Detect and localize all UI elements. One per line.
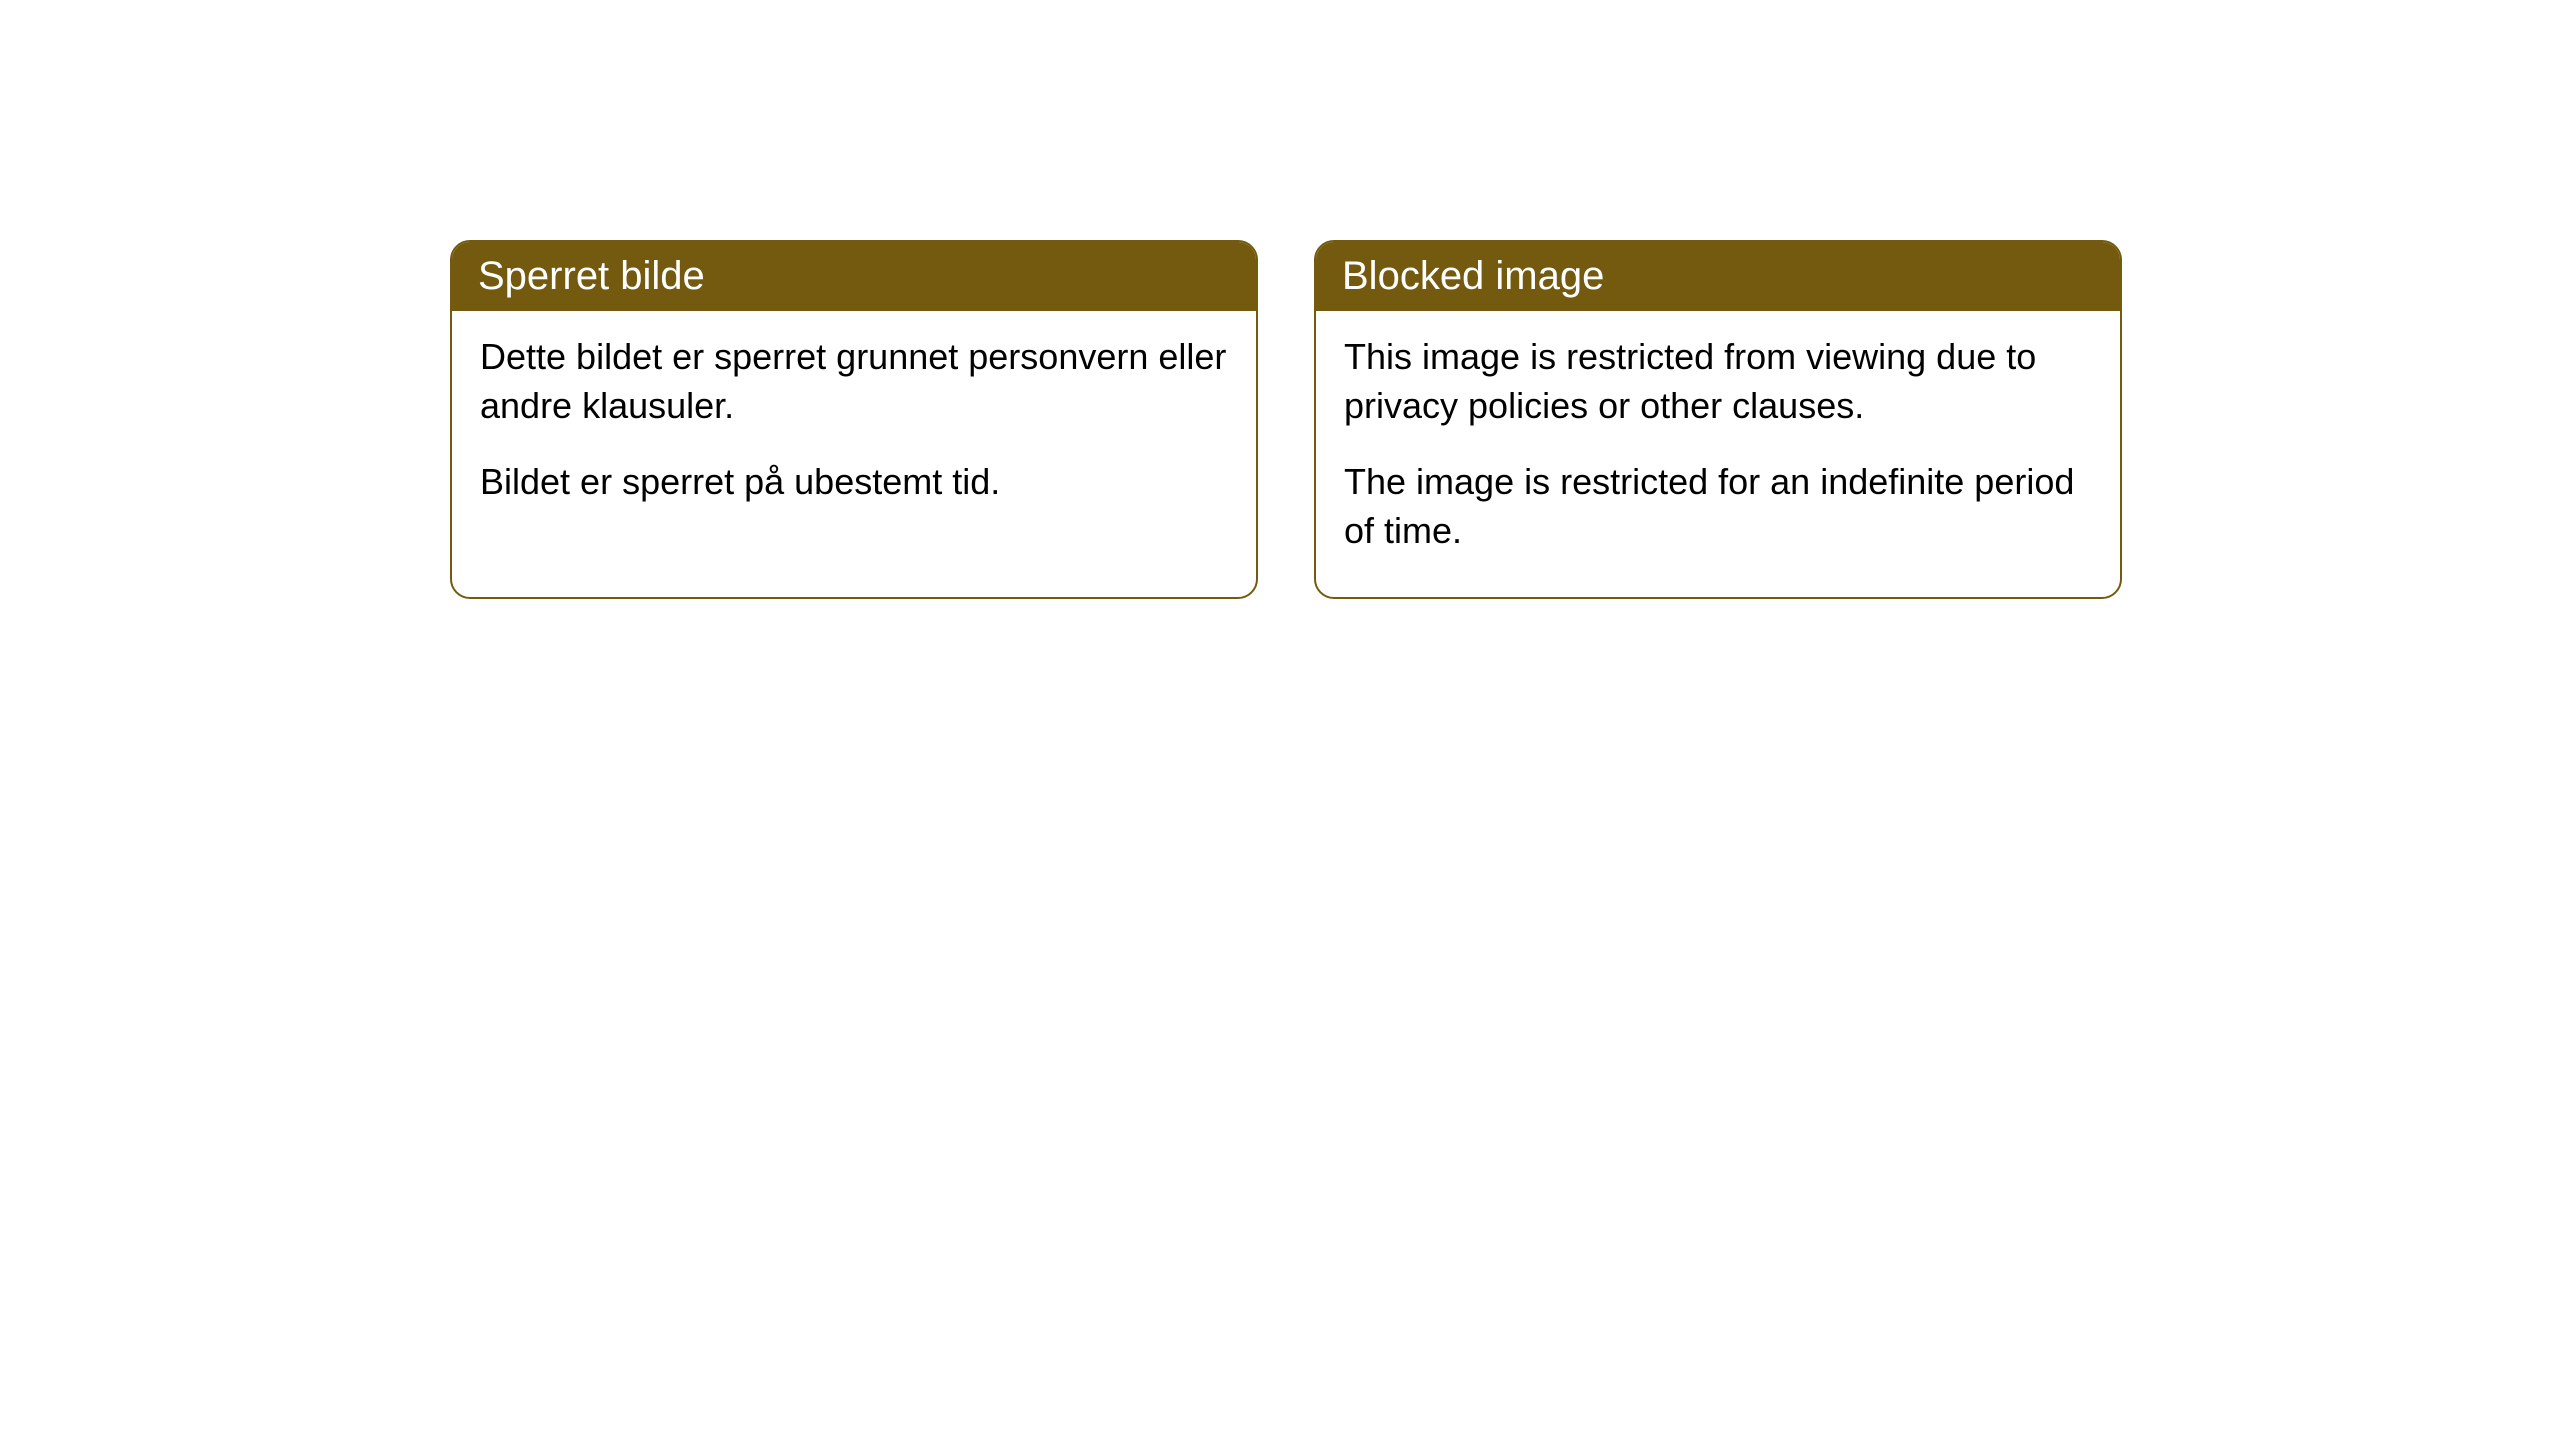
card-header: Blocked image (1316, 242, 2120, 311)
card-paragraph-2: The image is restricted for an indefinit… (1344, 458, 2092, 555)
card-body: This image is restricted from viewing du… (1316, 311, 2120, 597)
card-title: Blocked image (1342, 254, 1604, 298)
card-header: Sperret bilde (452, 242, 1256, 311)
card-body: Dette bildet er sperret grunnet personve… (452, 311, 1256, 549)
blocked-image-card-english: Blocked image This image is restricted f… (1314, 240, 2122, 599)
blocked-image-card-norwegian: Sperret bilde Dette bildet er sperret gr… (450, 240, 1258, 599)
card-paragraph-1: This image is restricted from viewing du… (1344, 333, 2092, 430)
card-paragraph-1: Dette bildet er sperret grunnet personve… (480, 333, 1228, 430)
card-paragraph-2: Bildet er sperret på ubestemt tid. (480, 458, 1228, 507)
notice-cards-container: Sperret bilde Dette bildet er sperret gr… (450, 240, 2122, 599)
card-title: Sperret bilde (478, 254, 705, 298)
